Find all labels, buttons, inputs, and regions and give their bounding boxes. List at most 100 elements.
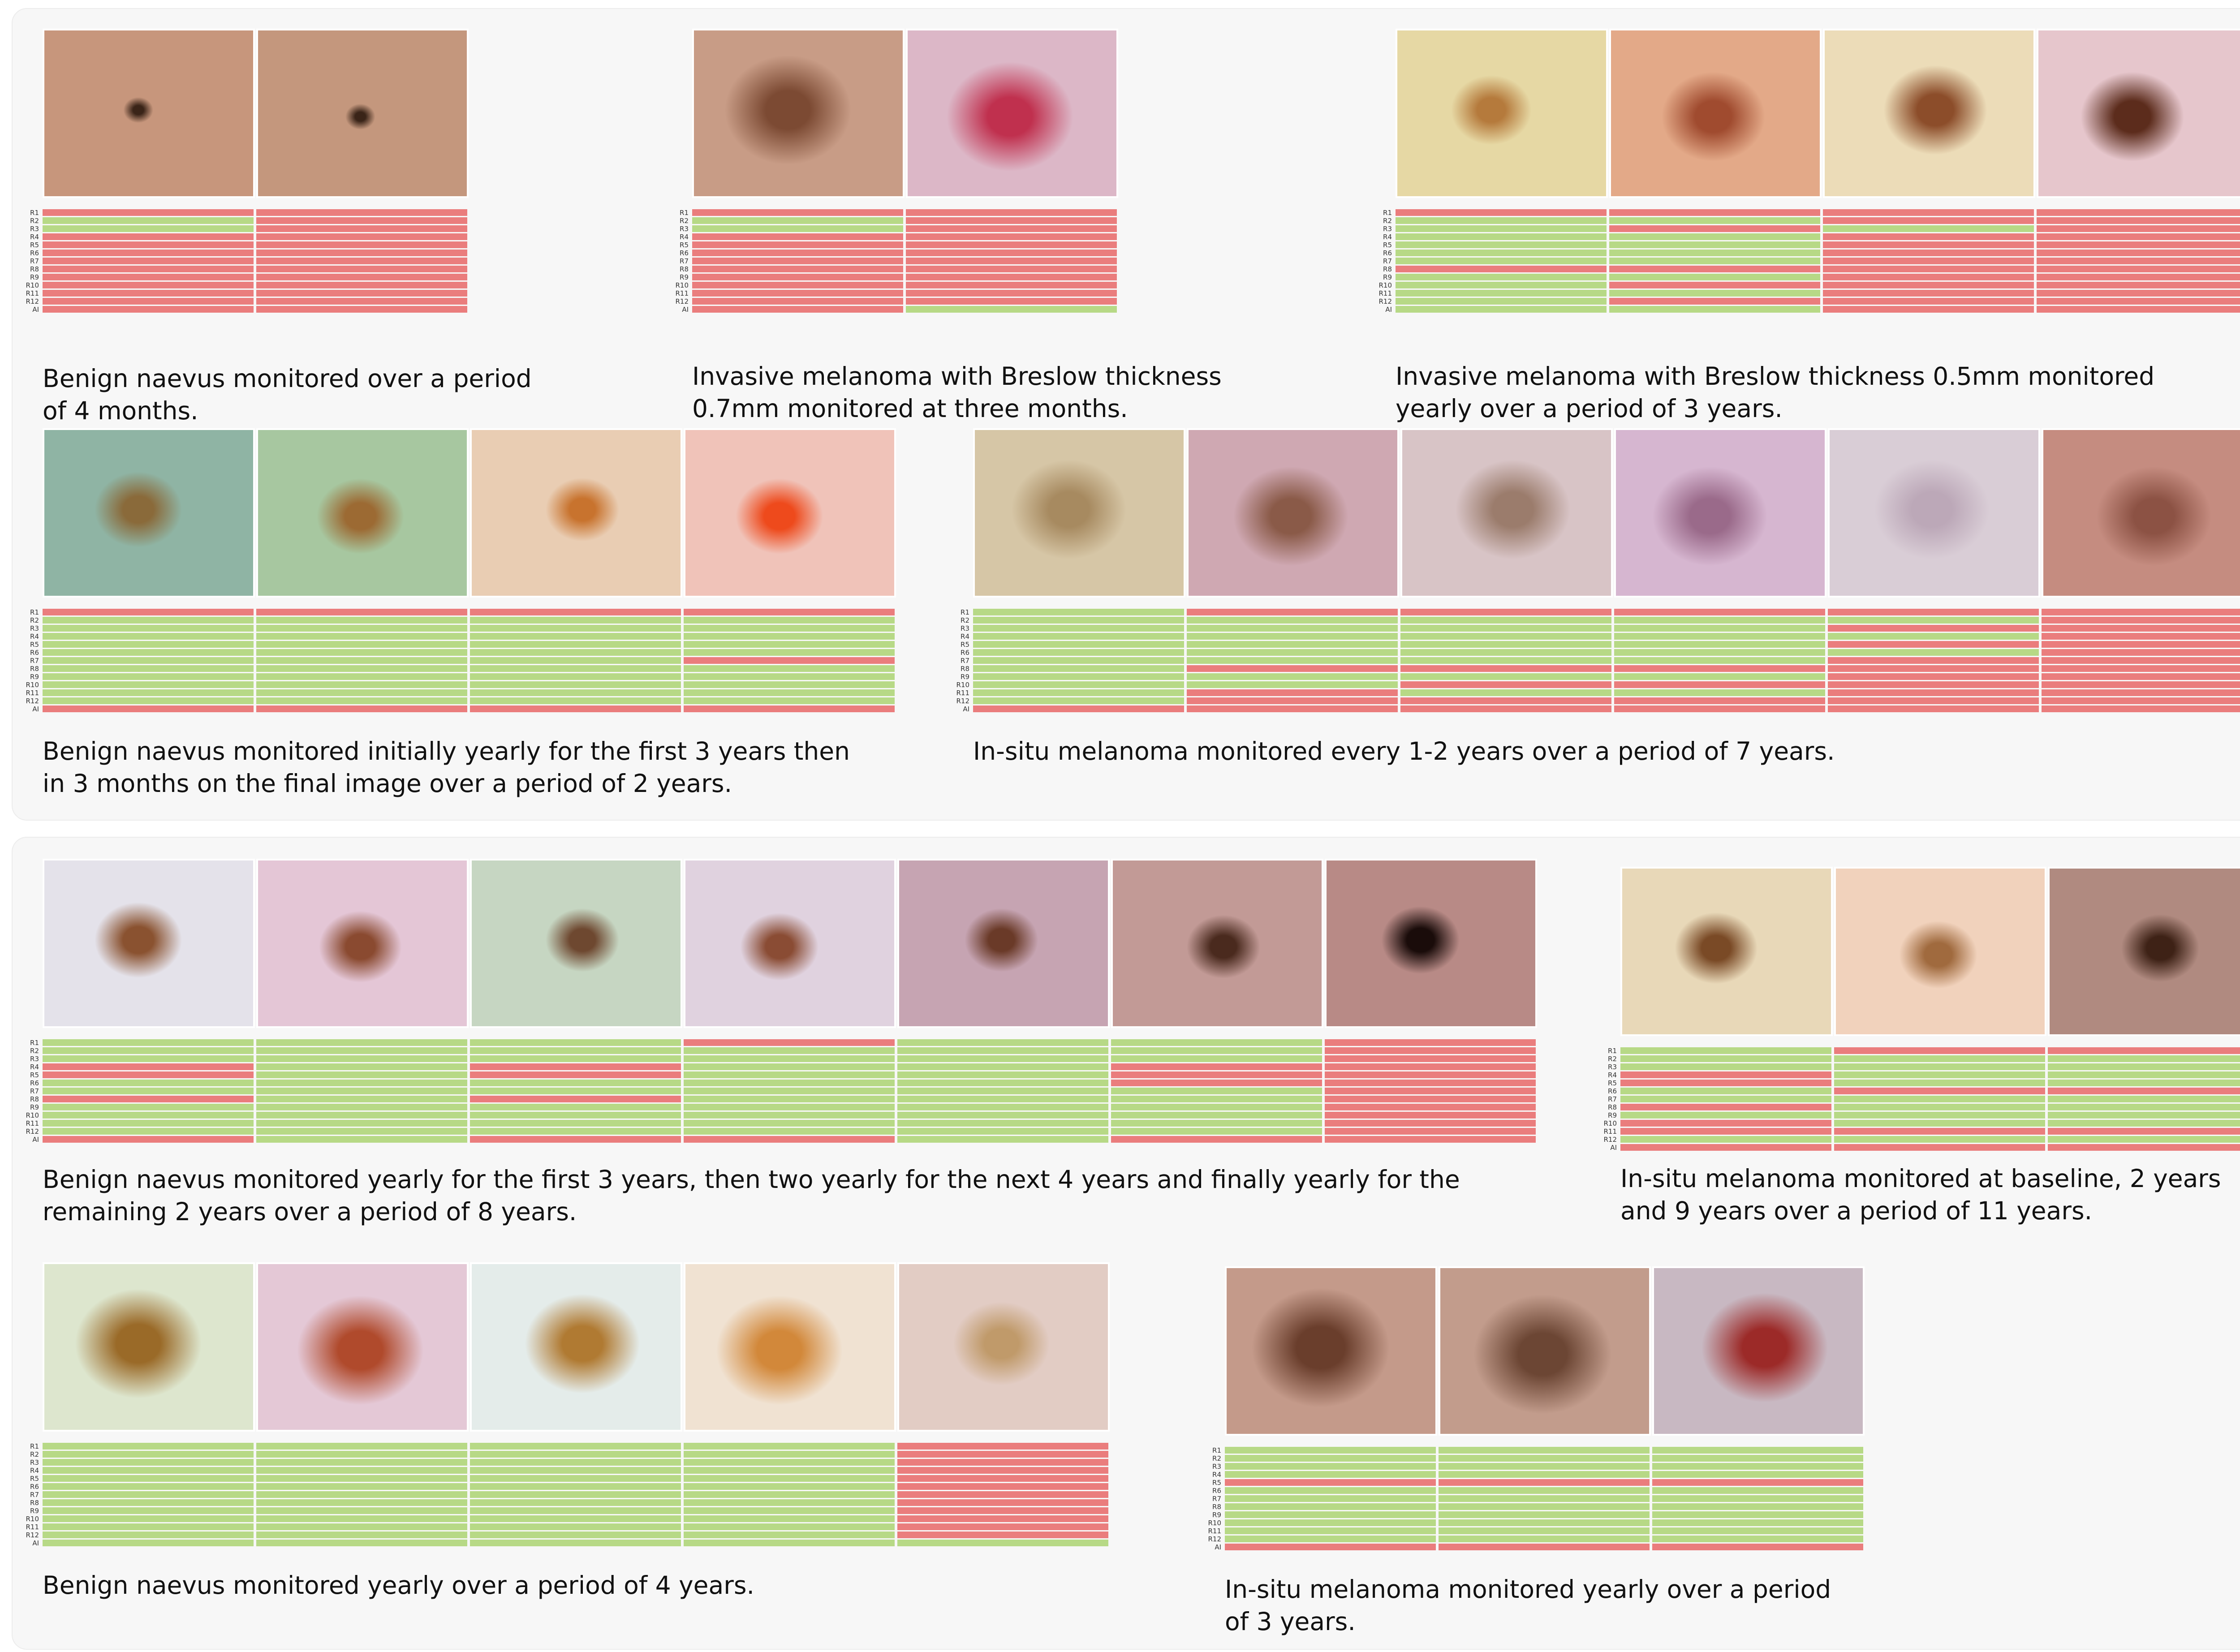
disagree-bar — [1823, 217, 2034, 224]
agree-bar — [1396, 233, 1607, 240]
reader-label: R2 — [961, 616, 969, 624]
agree-bar — [684, 1523, 895, 1530]
disagree-bar — [1187, 689, 1398, 696]
grid-column — [1187, 609, 1398, 714]
disagree-bar — [2042, 649, 2240, 656]
reader-label: R6 — [30, 1482, 39, 1491]
reader-label: R9 — [1608, 1111, 1617, 1119]
dermoscopy-image-row — [692, 29, 1120, 198]
dermoscopy-image — [43, 428, 255, 598]
dermoscopy-image — [1396, 29, 1608, 198]
disagree-bar — [2042, 657, 2240, 664]
agree-bar — [684, 689, 895, 696]
reader-label: R8 — [680, 265, 689, 273]
agree-bar — [1609, 241, 1820, 248]
agree-bar — [1396, 241, 1607, 248]
disagree-bar — [1828, 665, 2039, 672]
dermoscopy-image — [1325, 859, 1537, 1028]
agree-bar — [256, 617, 467, 624]
reader-label: R3 — [30, 224, 39, 233]
caption-line: of 3 years. — [1225, 1607, 1356, 1636]
agree-bar — [684, 1515, 895, 1522]
agree-bar — [470, 1128, 681, 1135]
disagree-bar — [1620, 1144, 1831, 1151]
reader-label: R12 — [1378, 297, 1392, 305]
agree-bar — [1187, 649, 1398, 656]
agree-bar — [1225, 1455, 1436, 1462]
agree-bar — [470, 673, 681, 680]
agree-bar — [43, 1443, 254, 1450]
agree-bar — [470, 1491, 681, 1498]
grid-column — [1620, 1047, 1831, 1152]
disagree-bar — [1828, 625, 2039, 632]
dermoscopy-image — [1609, 29, 1822, 198]
agree-bar — [256, 1532, 467, 1538]
reader-label: R4 — [30, 1466, 39, 1475]
reader-label: R11 — [956, 688, 969, 697]
grid-column — [906, 209, 1117, 314]
agreement-grid — [43, 1039, 1538, 1144]
disagree-bar — [2037, 266, 2240, 272]
reader-label: R2 — [30, 1450, 39, 1458]
reader-label: R1 — [1608, 1046, 1617, 1055]
agree-bar — [256, 681, 467, 688]
dermoscopy-image — [973, 428, 1185, 598]
agree-bar — [1225, 1487, 1436, 1494]
agree-bar — [1439, 1471, 1650, 1478]
disagree-bar — [692, 274, 903, 280]
dermoscopy-image — [897, 859, 1110, 1028]
disagree-bar — [43, 266, 254, 272]
agree-bar — [684, 1491, 895, 1498]
disagree-bar — [1828, 609, 2039, 615]
reader-label: R8 — [30, 1095, 39, 1103]
disagree-bar — [1834, 1128, 2045, 1135]
reader-label: R6 — [30, 648, 39, 657]
agree-bar — [1111, 1128, 1322, 1135]
reader-label: R12 — [26, 1127, 39, 1136]
agree-bar — [256, 657, 467, 664]
caption-line: Invasive melanoma with Breslow thickness — [692, 362, 1222, 391]
reader-label: R4 — [30, 232, 39, 241]
disagree-bar — [1325, 1088, 1536, 1094]
reader-label: R11 — [1603, 1127, 1617, 1136]
dermoscopy-image — [692, 29, 905, 198]
reader-label: R2 — [30, 216, 39, 225]
reader-label: R11 — [1378, 289, 1392, 297]
disagree-bar — [1828, 641, 2039, 648]
agree-bar — [470, 1515, 681, 1522]
agree-bar — [1614, 625, 1825, 632]
disagree-bar — [1620, 1104, 1831, 1110]
agree-bar — [43, 1467, 254, 1474]
agree-bar — [684, 1104, 895, 1110]
agree-bar — [1620, 1063, 1831, 1070]
agree-bar — [684, 641, 895, 648]
agree-bar — [43, 1080, 254, 1086]
grid-column — [897, 1039, 1108, 1144]
disagree-bar — [1439, 1544, 1650, 1550]
disagree-bar — [1325, 1055, 1536, 1062]
dermoscopy-image-row — [43, 859, 1538, 1028]
agree-bar — [1834, 1104, 2045, 1110]
agree-bar — [470, 1443, 681, 1450]
dermoscopy-image-row — [973, 428, 2240, 598]
disagree-bar — [1609, 225, 1820, 232]
disagree-bar — [2037, 225, 2240, 232]
reader-label: AI — [963, 705, 969, 713]
dermoscopy-image — [906, 29, 1118, 198]
agree-bar — [470, 641, 681, 648]
agree-bar — [1614, 633, 1825, 640]
reader-label: R6 — [1608, 1087, 1617, 1095]
disagree-bar — [1111, 1071, 1322, 1078]
dermoscopy-image — [1187, 428, 1399, 598]
dermoscopy-image — [684, 1262, 896, 1432]
dermoscopy-image — [1834, 867, 2046, 1036]
agree-bar — [43, 225, 254, 232]
agree-bar — [470, 1459, 681, 1466]
disagree-bar — [906, 225, 1117, 232]
disagree-bar — [906, 209, 1117, 216]
reader-label: R7 — [680, 257, 689, 265]
case-caption: Benign naevus monitored yearly for the f… — [43, 1163, 1460, 1228]
agree-bar — [1396, 217, 1607, 224]
disagree-bar — [1652, 1544, 1863, 1550]
disagree-bar — [1400, 697, 1611, 704]
